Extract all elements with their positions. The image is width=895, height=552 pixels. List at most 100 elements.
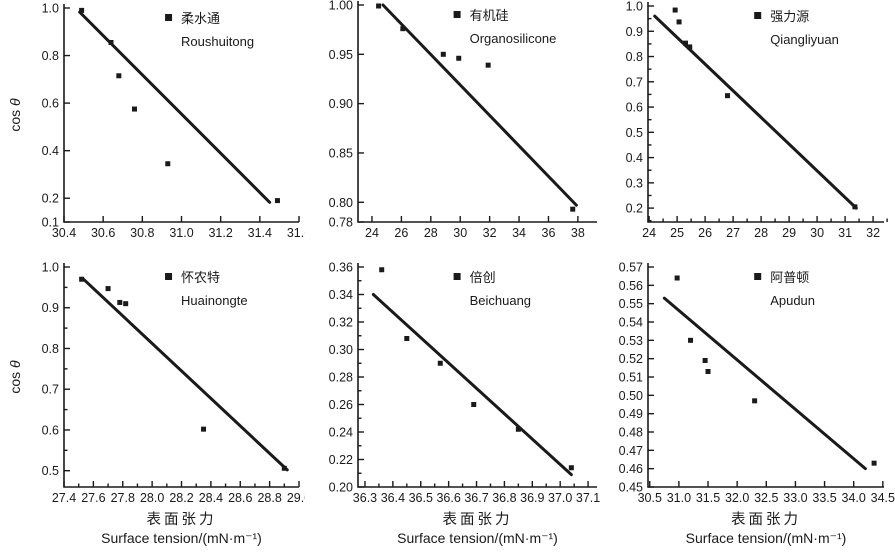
- data-point: [379, 267, 385, 273]
- x-tick-label: 31.0: [169, 226, 193, 240]
- legend-name-en: Apudun: [770, 293, 815, 308]
- x-tick-label: 36.7: [464, 491, 488, 505]
- chart-organosilicone-svg: 24 26 28 30 32 34 36 38 0.78 0.80 0.85 0.90 0.95 1.00…: [329, 0, 597, 240]
- legend-marker: [453, 273, 461, 280]
- y-tick-label: 0.30: [329, 343, 353, 357]
- fit-line: [381, 3, 578, 207]
- y-tick-label: 0.56: [619, 279, 643, 293]
- x-tick-label: 36.9: [520, 491, 544, 505]
- x-axis-label-en: Surface tension/(mN·m⁻¹): [397, 530, 558, 546]
- data-point: [404, 336, 410, 341]
- legend-marker: [453, 11, 461, 18]
- data-point: [123, 301, 129, 307]
- y-tick-label: 0.20: [329, 481, 353, 495]
- y-tick-label: 0.1: [42, 216, 59, 230]
- x-axis-label-cn: 表面张力: [731, 511, 801, 528]
- panel-qiangliyuan: 24 25 26 27 28 29 30 31 32 0.2 0.3 0.4 0.5 0.6 0.7 0.8 0…: [600, 0, 895, 258]
- y-tick-label: 0.28: [329, 371, 353, 385]
- x-tick-label: 34.0: [842, 491, 866, 505]
- y-tick-label: 0.4: [42, 144, 59, 158]
- x-axis-label-cn: 表面张力: [147, 511, 217, 528]
- x-tick-label: 32.5: [754, 491, 778, 505]
- y-tick-label: 0.5: [42, 464, 59, 478]
- legend-name-cn: 强力源: [770, 9, 809, 24]
- y-tick-label: 0.2: [626, 202, 643, 216]
- x-tick-label: 32: [866, 226, 880, 240]
- tick-labels: 36.3 36.4 36.5 36.6 36.7 36.8 36.9 37.0 37.1 0.20…: [329, 261, 601, 506]
- y-tick-label: 1.0: [626, 0, 643, 14]
- x-tick-label: 30: [453, 226, 467, 240]
- y-tick-label: 0.54: [619, 316, 643, 330]
- x-tick-label: 28.4: [199, 491, 223, 505]
- y-tick-label: 0.55: [619, 297, 643, 311]
- chart-roushuitong-svg: 30.4 30.6 30.8 31.0 31.2 31.4 31.6 0.1 0.2 0.4 0.6…: [7, 2, 312, 241]
- chart-qiangliyuan-svg: 24 25 26 27 28 29 30 31 32 0.2 0.3 0.4 0.5 0.6 0.7 0.8 0…: [626, 0, 888, 240]
- chart-apudun-svg: 30.5 31.0 31.5 32.0 32.5 33.0 33.5 34.0 34.5 0.45…: [619, 261, 895, 547]
- x-tick-label: 28.6: [228, 491, 252, 505]
- legend-name-cn: 倍创: [470, 270, 496, 285]
- panel-beichuang: 36.3 36.4 36.5 36.6 36.7 36.8 36.9 37.0 37.1 0.20…: [305, 258, 601, 552]
- data-points: [672, 7, 858, 210]
- x-tick-label: 27.6: [81, 491, 105, 505]
- x-tick-label: 34: [512, 226, 526, 240]
- data-points: [79, 7, 280, 204]
- data-point: [674, 275, 680, 281]
- data-point: [201, 426, 207, 432]
- tick-labels: 30.4 30.6 30.8 31.0 31.2 31.4 31.6 0.1 0.2 0.4 0.6…: [42, 2, 312, 241]
- y-tick-label: 1.0: [42, 261, 59, 275]
- x-tick-label: 38: [571, 226, 585, 240]
- y-tick-label: 0.6: [42, 97, 59, 111]
- panel-organosilicone: 24 26 28 30 32 34 36 38 0.78 0.80 0.85 0.90 0.95 1.00…: [305, 0, 600, 258]
- data-point: [683, 40, 689, 46]
- data-point: [871, 460, 877, 466]
- x-tick-label: 36.5: [409, 491, 433, 505]
- y-tick-label: 0.36: [329, 261, 353, 275]
- x-tick-label: 33.5: [812, 491, 836, 505]
- y-tick-label: 0.32: [329, 316, 353, 330]
- y-tick-label: 0.85: [329, 146, 353, 160]
- y-axis-label: cos θ: [7, 98, 23, 132]
- data-point: [672, 7, 678, 13]
- data-point: [702, 358, 708, 363]
- data-point: [471, 402, 477, 407]
- y-tick-label: 0.8: [626, 50, 643, 64]
- x-tick-label: 27: [726, 226, 740, 240]
- y-tick-label: 0.34: [329, 288, 353, 302]
- x-tick-label: 36: [542, 226, 556, 240]
- x-tick-label: 28.2: [169, 491, 193, 505]
- x-tick-label: 37.0: [548, 491, 572, 505]
- y-tick-label: 0.52: [619, 352, 643, 366]
- y-tick-label: 0.49: [619, 407, 643, 421]
- x-axis-label-en: Surface tension/(mN·m⁻¹): [686, 530, 847, 546]
- data-point: [725, 93, 731, 99]
- legend: 怀农特 Huainongte: [165, 270, 248, 308]
- panel-huainongte: 27.4 27.6 27.8 28.0 28.2 28.4 28.6 28.8 29.0 0.5 0…: [0, 258, 311, 552]
- x-tick-label: 24: [365, 226, 379, 240]
- y-axis-label: cos θ: [7, 360, 23, 394]
- data-point: [376, 3, 382, 9]
- data-point: [116, 73, 122, 79]
- chart-huainongte-svg: 27.4 27.6 27.8 28.0 28.2 28.4 28.6 28.8 29.0 0.5 0…: [7, 261, 311, 547]
- x-tick-label: 28.0: [140, 491, 164, 505]
- legend-name-en: Roushuitong: [181, 34, 254, 49]
- legend-marker: [754, 12, 762, 19]
- x-tick-label: 31.5: [696, 491, 720, 505]
- x-tick-label: 32.0: [725, 491, 749, 505]
- x-tick-label: 30.4: [52, 226, 76, 240]
- legend: 强力源 Qiangliyuan: [754, 9, 839, 47]
- y-tick-label: 0.9: [42, 301, 59, 315]
- data-point: [570, 206, 576, 212]
- tick-marks: [358, 266, 589, 488]
- data-point: [117, 299, 123, 305]
- x-tick-label: 29: [782, 226, 796, 240]
- legend: 阿普顿 Apudun: [754, 270, 815, 308]
- data-point: [852, 204, 858, 210]
- y-tick-label: 0.26: [329, 398, 353, 412]
- data-points: [376, 3, 576, 212]
- x-tick-label: 36.4: [381, 491, 405, 505]
- y-tick-label: 0.8: [42, 342, 59, 356]
- y-tick-label: 0.50: [619, 389, 643, 403]
- y-tick-label: 0.4: [626, 151, 643, 165]
- tick-marks: [648, 266, 884, 488]
